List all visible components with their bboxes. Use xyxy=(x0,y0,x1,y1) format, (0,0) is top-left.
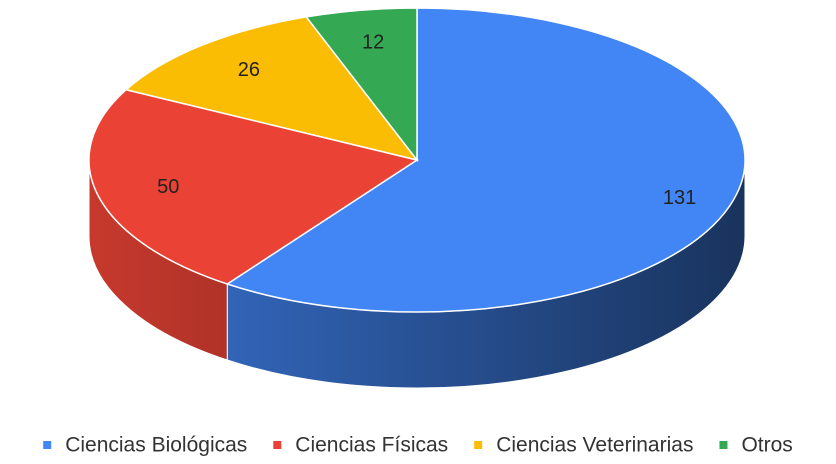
data-label: 131 xyxy=(663,187,696,209)
legend: Ciencias Biológicas Ciencias Físicas Cienc… xyxy=(43,434,793,457)
legend-item: Ciencias Físicas xyxy=(273,434,448,457)
data-label: 26 xyxy=(238,59,260,81)
legend-item: Ciencias Veterinarias xyxy=(474,434,693,457)
pie-slice xyxy=(304,7,418,163)
data-labels: 131 50 26 12 xyxy=(157,31,696,209)
pie-slice xyxy=(88,88,419,285)
data-label: 50 xyxy=(157,176,179,198)
legend-label: Otros xyxy=(741,434,792,457)
legend-marker xyxy=(43,441,52,449)
pie-slice xyxy=(124,16,419,162)
legend-marker xyxy=(474,441,483,449)
pie-slice xyxy=(225,7,746,313)
legend-marker xyxy=(719,441,728,449)
legend-item: Ciencias Biológicas xyxy=(43,434,247,457)
pie-tops xyxy=(88,7,746,313)
legend-label: Ciencias Biológicas xyxy=(65,434,247,457)
legend-label: Ciencias Físicas xyxy=(295,434,448,457)
data-label: 12 xyxy=(362,31,384,53)
legend-item: Otros xyxy=(719,434,793,457)
legend-marker xyxy=(273,441,282,449)
legend-label: Ciencias Veterinarias xyxy=(496,434,693,457)
